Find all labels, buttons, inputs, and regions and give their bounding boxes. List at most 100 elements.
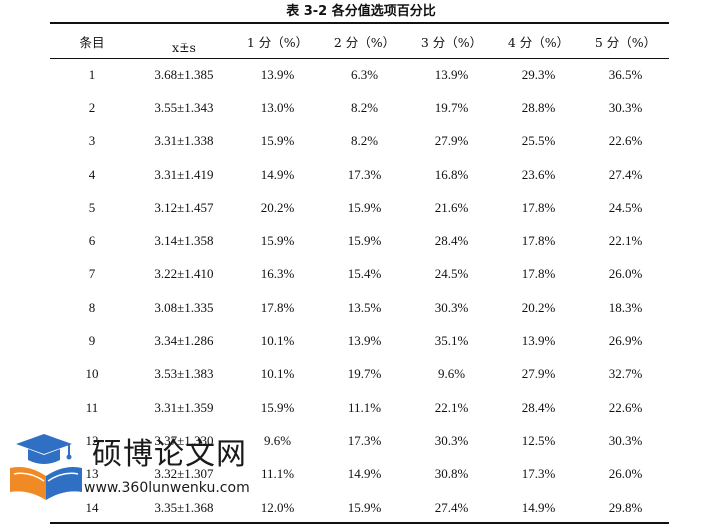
cell-score-3: 30.3% [434,432,469,448]
table-row: 4 3.31±1.419 14.9% 17.3% 16.8% 23.6% 27.4% [50,158,669,191]
cell-mean: 3.31±1.359 [154,399,214,415]
cell-score-4: 28.4% [521,399,556,415]
cell-mean: 3.12±1.457 [154,199,214,215]
cell-score-5: 26.0% [608,466,643,482]
header-score-1: 1 分（%） [246,34,309,50]
cell-score-5: 22.6% [608,399,643,415]
cell-item: 8 [88,299,96,315]
table-bottom-rule [50,522,669,524]
cell-score-1: 10.1% [260,366,295,382]
cell-score-4: 27.9% [521,366,556,382]
score-percentage-table: 条目 _ x±s 1 分（%） 2 分（%） 3 分（%） 4 分（%） 5 分… [50,24,669,524]
table-row: 9 3.34±1.286 10.1% 13.9% 35.1% 13.9% 26.9% [50,324,669,357]
cell-score-2: 8.2% [350,133,379,149]
cell-score-3: 24.5% [434,266,469,282]
cell-score-4: 13.9% [521,333,556,349]
cell-score-4: 17.8% [521,233,556,249]
cell-score-3: 13.9% [434,66,469,82]
cell-score-4: 20.2% [521,299,556,315]
cell-score-4: 29.3% [521,66,556,82]
cell-score-5: 30.3% [608,99,643,115]
cell-item: 5 [88,199,96,215]
cell-score-1: 11.1% [260,466,295,482]
table-row: 10 3.53±1.383 10.1% 19.7% 9.6% 27.9% 32.7% [50,358,669,391]
cell-score-2: 14.9% [347,466,382,482]
cell-item: 11 [85,399,99,415]
cell-score-2: 19.7% [347,366,382,382]
table-row: 11 3.31±1.359 15.9% 11.1% 22.1% 28.4% 22.6% [50,391,669,424]
cell-score-4: 25.5% [521,133,556,149]
cell-item: 14 [85,499,99,515]
cell-score-5: 29.8% [608,499,643,515]
cell-score-5: 24.5% [608,199,643,215]
cell-score-5: 32.7% [608,366,643,382]
cell-score-1: 12.0% [260,499,295,515]
cell-score-1: 20.2% [260,199,295,215]
cell-score-1: 15.9% [260,233,295,249]
cell-score-5: 26.9% [608,333,643,349]
header-mean-label: x±s [172,39,196,55]
watermark-url: www.360lunwenku.com [84,480,250,496]
cell-item: 12 [85,432,99,448]
header-score-4: 4 分（%） [507,34,570,50]
cell-score-3: 21.6% [434,199,469,215]
table-row: 6 3.14±1.358 15.9% 15.9% 28.4% 17.8% 22.1% [50,224,669,257]
header-mean-bar: _ [181,30,187,44]
cell-score-4: 17.8% [521,199,556,215]
cell-score-1: 17.8% [260,299,295,315]
cell-score-1: 16.3% [260,266,295,282]
cell-item: 2 [88,99,96,115]
cell-mean: 3.31±1.419 [154,166,214,182]
cell-score-2: 15.4% [347,266,382,282]
table-row: 1 3.68±1.385 13.9% 6.3% 13.9% 29.3% 36.5% [50,58,669,91]
cell-score-5: 22.6% [608,133,643,149]
cell-score-5: 36.5% [608,66,643,82]
cell-score-1: 15.9% [260,133,295,149]
header-score-3: 3 分（%） [420,34,483,50]
cell-score-2: 15.9% [347,199,382,215]
cell-score-2: 13.9% [347,333,382,349]
cell-score-4: 14.9% [521,499,556,515]
cell-score-4: 23.6% [521,166,556,182]
cell-score-5: 22.1% [608,233,643,249]
cell-score-1: 15.9% [260,399,295,415]
header-item: 条目 [79,34,105,50]
cell-score-5: 27.4% [608,166,643,182]
table-row: 8 3.08±1.335 17.8% 13.5% 30.3% 20.2% 18.3% [50,291,669,324]
table-header-rule [50,58,669,59]
cell-item: 7 [88,266,96,282]
cell-score-4: 17.3% [521,466,556,482]
cell-mean: 3.53±1.383 [154,366,214,382]
watermark: 硕博论文网 www.360lunwenku.com [8,434,268,502]
cell-mean: 3.35±1.368 [154,499,214,515]
cell-item: 3 [88,133,96,149]
cell-score-1: 13.9% [260,66,295,82]
cell-score-3: 27.9% [434,133,469,149]
cell-score-3: 22.1% [434,399,469,415]
cell-score-3: 28.4% [434,233,469,249]
cell-score-2: 13.5% [347,299,382,315]
table-row: 13 3.32±1.307 11.1% 14.9% 30.8% 17.3% 26.0% [50,458,669,491]
table-row: 7 3.22±1.410 16.3% 15.4% 24.5% 17.8% 26.0% [50,258,669,291]
cell-score-2: 11.1% [347,399,382,415]
watermark-title: 硕博论文网 [92,437,247,472]
cell-score-3: 30.3% [434,299,469,315]
table-row: 2 3.55±1.343 13.0% 8.2% 19.7% 28.8% 30.3% [50,91,669,124]
cell-score-2: 17.3% [347,166,382,182]
cell-score-4: 12.5% [521,432,556,448]
graduation-book-logo-icon [10,434,82,500]
cell-score-3: 9.6% [437,366,466,382]
cell-score-1: 9.6% [263,432,292,448]
cell-item: 13 [85,466,99,482]
cell-score-1: 13.0% [260,99,295,115]
cell-score-2: 17.3% [347,432,382,448]
header-score-2: 2 分（%） [333,34,396,50]
cell-score-1: 10.1% [260,333,295,349]
cell-mean: 3.14±1.358 [154,233,214,249]
header-mean: _ x±s [134,24,234,58]
table-caption: 表 3-2 各分值选项百分比 [286,4,436,19]
cell-mean: 3.55±1.343 [154,99,214,115]
cell-mean: 3.37±1.330 [154,432,214,448]
cell-score-2: 6.3% [350,66,379,82]
table-row: 5 3.12±1.457 20.2% 15.9% 21.6% 17.8% 24.5% [50,191,669,224]
